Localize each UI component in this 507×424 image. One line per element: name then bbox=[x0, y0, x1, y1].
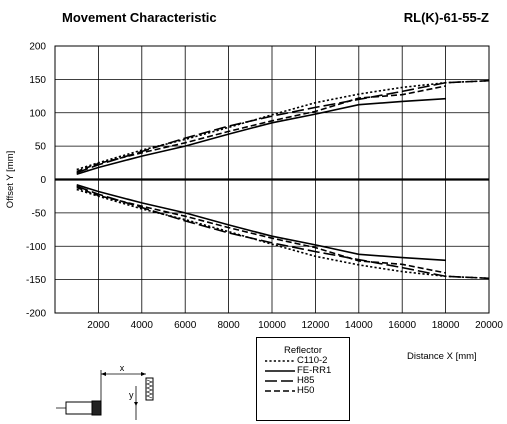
legend-title: Reflector bbox=[283, 345, 322, 356]
x-ticks: 2000 4000 6000 8000 10000 12000 14000 16000 1800… bbox=[87, 320, 503, 331]
legend-label: H85 bbox=[297, 375, 315, 386]
legend: Reflector C110-2 FE-RR1 H85 H50 bbox=[256, 337, 350, 421]
y-arrow bbox=[134, 402, 138, 406]
plot-frame bbox=[54, 45, 490, 314]
legend-item: H85 bbox=[257, 376, 349, 386]
legend-label: H50 bbox=[297, 385, 315, 396]
y-axis-label: Offset Y [mm] bbox=[5, 151, 16, 209]
y-ticks: 200 150 100 50 0 -50 -100 -150 -200 bbox=[26, 42, 46, 320]
y-tick-label: -50 bbox=[32, 208, 47, 219]
y-tick-label: 100 bbox=[29, 108, 46, 119]
series-line-h50-lower bbox=[76, 186, 446, 274]
y-tick-label: 50 bbox=[35, 142, 47, 153]
reflector-pattern bbox=[146, 379, 153, 399]
series-group bbox=[76, 79, 490, 280]
series-line-h85-upper bbox=[76, 79, 490, 174]
sensor-body bbox=[65, 401, 93, 415]
y-tick-label: -100 bbox=[26, 242, 46, 253]
legend-item: C110-2 bbox=[257, 356, 349, 366]
x-tick-label: 10000 bbox=[258, 320, 286, 331]
x-axis-label: Distance X [mm] bbox=[407, 351, 477, 362]
y-tick-label: -200 bbox=[26, 309, 46, 320]
legend-item: H50 bbox=[257, 386, 349, 396]
y-tick-label: -150 bbox=[26, 275, 46, 286]
x-tick-label: 6000 bbox=[174, 320, 197, 331]
x-tick-label: 16000 bbox=[388, 320, 416, 331]
x-tick-label: 14000 bbox=[345, 320, 373, 331]
x-tick-label: 12000 bbox=[301, 320, 329, 331]
x-dimension-text: x bbox=[120, 363, 125, 373]
grid bbox=[55, 45, 490, 314]
chart-model-label: RL(K)-61-55-Z bbox=[403, 10, 489, 25]
y-tick-label: 200 bbox=[29, 42, 46, 53]
y-tick-label: 150 bbox=[29, 75, 46, 86]
sensor-lens bbox=[91, 400, 102, 416]
sensor-setup-diagram: x y bbox=[56, 363, 154, 420]
x-tick-label: 4000 bbox=[131, 320, 154, 331]
y-tick-label: 0 bbox=[40, 175, 46, 186]
x-arrow-right bbox=[141, 372, 146, 376]
series-line-h50-upper bbox=[76, 85, 446, 173]
x-tick-label: 18000 bbox=[432, 320, 460, 331]
x-arrow-left bbox=[101, 372, 106, 376]
series-line-c110-2-lower bbox=[76, 188, 490, 280]
chart-title: Movement Characteristic bbox=[62, 10, 217, 25]
series-line-h85-lower bbox=[76, 185, 490, 280]
x-tick-label: 8000 bbox=[217, 320, 240, 331]
series-line-fe-rr1-lower bbox=[76, 184, 446, 262]
legend-item: FE-RR1 bbox=[257, 366, 349, 376]
x-tick-label: 20000 bbox=[475, 320, 503, 331]
line-chart: 2000 4000 6000 8000 10000 12000 14000 16000 1800… bbox=[5, 42, 503, 332]
legend-label: C110-2 bbox=[297, 355, 328, 366]
series-line-c110-2-upper bbox=[76, 79, 490, 171]
legend-label: FE-RR1 bbox=[297, 365, 332, 376]
y-dimension-text: y bbox=[129, 390, 134, 400]
x-tick-label: 2000 bbox=[87, 320, 110, 331]
series-line-fe-rr1-upper bbox=[76, 97, 446, 175]
